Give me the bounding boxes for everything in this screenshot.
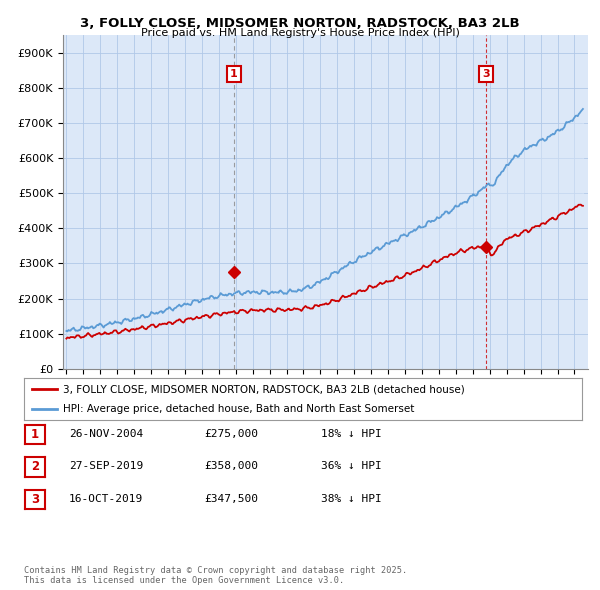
Text: 3, FOLLY CLOSE, MIDSOMER NORTON, RADSTOCK, BA3 2LB: 3, FOLLY CLOSE, MIDSOMER NORTON, RADSTOC… <box>80 17 520 30</box>
Text: £358,000: £358,000 <box>204 461 258 471</box>
Text: 1: 1 <box>31 428 39 441</box>
Text: 3: 3 <box>482 69 490 79</box>
Text: 27-SEP-2019: 27-SEP-2019 <box>69 461 143 471</box>
Text: 16-OCT-2019: 16-OCT-2019 <box>69 494 143 503</box>
Text: 38% ↓ HPI: 38% ↓ HPI <box>321 494 382 503</box>
Text: 26-NOV-2004: 26-NOV-2004 <box>69 429 143 438</box>
Text: 3: 3 <box>31 493 39 506</box>
Text: 1: 1 <box>230 69 238 79</box>
Text: HPI: Average price, detached house, Bath and North East Somerset: HPI: Average price, detached house, Bath… <box>63 404 415 414</box>
Text: £275,000: £275,000 <box>204 429 258 438</box>
Text: Contains HM Land Registry data © Crown copyright and database right 2025.
This d: Contains HM Land Registry data © Crown c… <box>24 566 407 585</box>
Text: £347,500: £347,500 <box>204 494 258 503</box>
Text: Price paid vs. HM Land Registry's House Price Index (HPI): Price paid vs. HM Land Registry's House … <box>140 28 460 38</box>
Text: 36% ↓ HPI: 36% ↓ HPI <box>321 461 382 471</box>
Text: 18% ↓ HPI: 18% ↓ HPI <box>321 429 382 438</box>
Text: 2: 2 <box>31 460 39 474</box>
Text: 3, FOLLY CLOSE, MIDSOMER NORTON, RADSTOCK, BA3 2LB (detached house): 3, FOLLY CLOSE, MIDSOMER NORTON, RADSTOC… <box>63 384 465 394</box>
